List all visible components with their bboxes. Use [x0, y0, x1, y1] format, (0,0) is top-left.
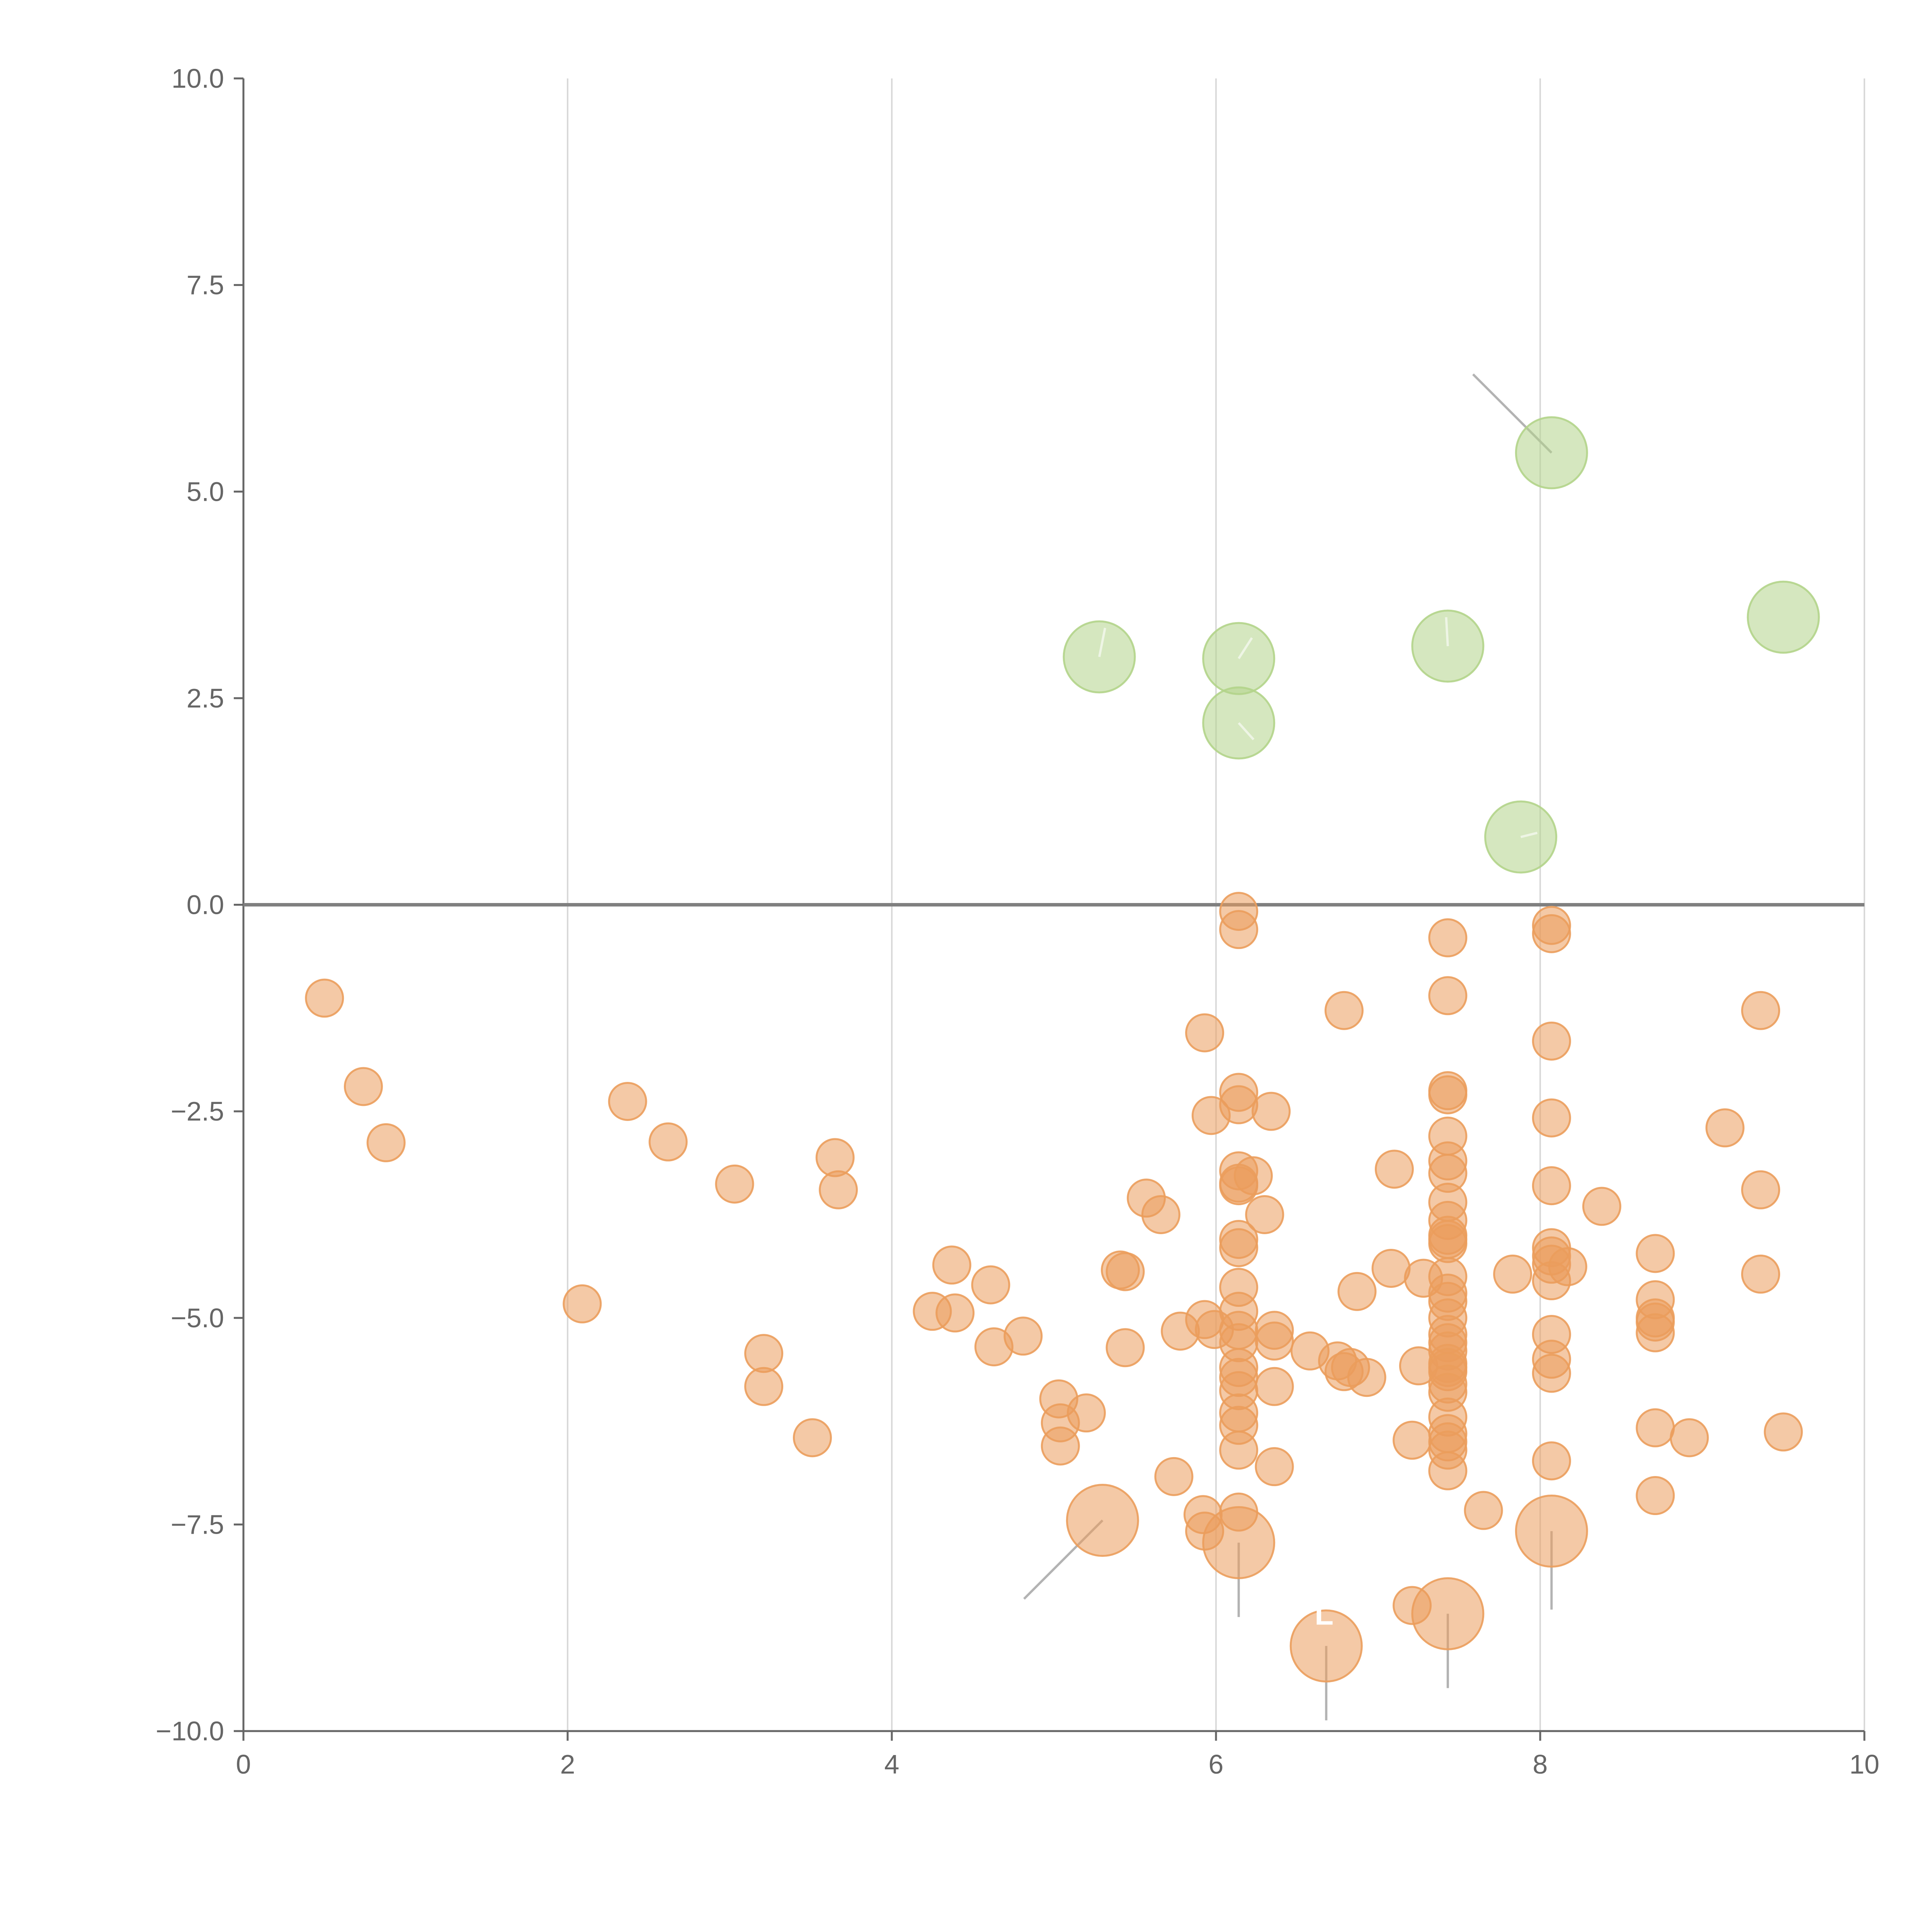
negative-point	[1636, 1234, 1675, 1273]
negative-point	[932, 1245, 971, 1285]
y-tick-label: 5.0	[187, 476, 224, 507]
negative-point	[1411, 1577, 1485, 1650]
negative-point	[1532, 914, 1571, 953]
negative-point	[1245, 1195, 1284, 1234]
negative-point	[715, 1164, 754, 1204]
x-tick-label: 4	[884, 1749, 900, 1779]
x-tick-label: 10	[1849, 1749, 1879, 1779]
negative-point	[1154, 1457, 1194, 1496]
y-tick-label: −5.0	[171, 1303, 224, 1333]
negative-point	[1337, 1272, 1377, 1311]
tick-labels: 0 2 4 6 8 10 −10.0 −7.5 −5.0 −2.5 0.0 2.5 5.0 7.5 10.0	[156, 63, 1879, 1779]
data-points	[305, 416, 1820, 1683]
negative-point	[1636, 1476, 1675, 1515]
y-tick-label: −7.5	[171, 1509, 224, 1539]
y-tick-label: 0.0	[187, 890, 224, 920]
negative-point	[344, 1067, 383, 1106]
negative-point	[971, 1265, 1010, 1304]
negative-point	[1532, 1354, 1571, 1393]
negative-point	[1347, 1358, 1386, 1397]
negative-point	[1428, 1224, 1468, 1263]
negative-point	[1219, 1430, 1259, 1470]
negative-point	[744, 1334, 784, 1373]
bubble-annotation: L	[1315, 1597, 1333, 1631]
positive-point	[1747, 580, 1820, 654]
negative-point	[793, 1418, 832, 1458]
negative-point	[563, 1284, 602, 1323]
leader-line	[1238, 722, 1255, 740]
x-tick-label: 2	[560, 1749, 575, 1779]
negative-point	[1705, 1108, 1745, 1148]
x-tick-label: 0	[236, 1749, 251, 1779]
leader-line	[1238, 637, 1253, 659]
negative-point	[1219, 1085, 1259, 1124]
leader-line	[1445, 617, 1449, 646]
y-tick-label: 10.0	[172, 63, 224, 94]
negative-point	[648, 1122, 688, 1162]
y-tick-label: −2.5	[171, 1096, 224, 1126]
negative-point	[1393, 1420, 1432, 1460]
negative-point	[1371, 1248, 1411, 1288]
negative-point	[1532, 1021, 1571, 1061]
negative-point	[1105, 1252, 1145, 1291]
bubble-labels: L	[1098, 617, 1538, 1631]
negative-point	[1428, 976, 1468, 1015]
negative-point	[1233, 1156, 1273, 1196]
leader-line	[1098, 628, 1106, 657]
negative-point	[1324, 991, 1364, 1030]
negative-point	[1532, 1098, 1571, 1138]
axes	[234, 77, 1866, 1741]
negative-point	[1741, 1170, 1781, 1209]
negative-point	[1493, 1254, 1532, 1294]
negative-point	[1219, 910, 1259, 949]
y-tick-label: 7.5	[187, 270, 224, 300]
negative-point	[1202, 1506, 1276, 1579]
negative-point	[1141, 1195, 1180, 1234]
leader-line	[1520, 832, 1538, 838]
negative-point	[1532, 1441, 1571, 1481]
negative-point	[1741, 1254, 1781, 1294]
negative-point	[1428, 918, 1468, 957]
negative-point	[1428, 1451, 1468, 1490]
negative-point	[1003, 1316, 1043, 1356]
negative-point	[744, 1367, 784, 1406]
x-tick-label: 8	[1533, 1749, 1548, 1779]
negative-point	[1741, 991, 1781, 1030]
negative-point	[1185, 1013, 1225, 1053]
negative-point	[1066, 1393, 1106, 1433]
negative-point	[1582, 1187, 1621, 1226]
negative-point	[1764, 1412, 1803, 1452]
negative-point	[815, 1138, 855, 1177]
negative-point	[1515, 1494, 1588, 1568]
negative-point	[1066, 1484, 1139, 1557]
x-tick-label: 6	[1209, 1749, 1224, 1779]
negative-point	[1670, 1418, 1709, 1458]
negative-point	[1255, 1367, 1294, 1406]
negative-point	[1255, 1321, 1294, 1361]
negative-point	[608, 1082, 647, 1121]
negative-point	[1252, 1092, 1291, 1131]
negative-point	[1289, 1609, 1363, 1683]
negative-point	[935, 1293, 975, 1333]
negative-point	[1464, 1491, 1503, 1530]
negative-point	[1374, 1150, 1414, 1189]
negative-point	[366, 1123, 406, 1162]
negative-point	[1105, 1328, 1145, 1367]
negative-point	[1548, 1247, 1587, 1286]
negative-point	[305, 978, 344, 1018]
negative-point	[1255, 1447, 1294, 1486]
negative-point	[1219, 1228, 1259, 1267]
positive-point	[1515, 416, 1588, 490]
negative-point	[1041, 1426, 1080, 1466]
negative-point	[819, 1170, 858, 1209]
negative-point	[1532, 1166, 1571, 1206]
y-tick-label: −10.0	[156, 1716, 224, 1746]
negative-point	[1428, 1075, 1468, 1114]
negative-point	[1636, 1408, 1675, 1447]
negative-point	[1636, 1313, 1675, 1352]
y-tick-label: 2.5	[187, 683, 224, 713]
